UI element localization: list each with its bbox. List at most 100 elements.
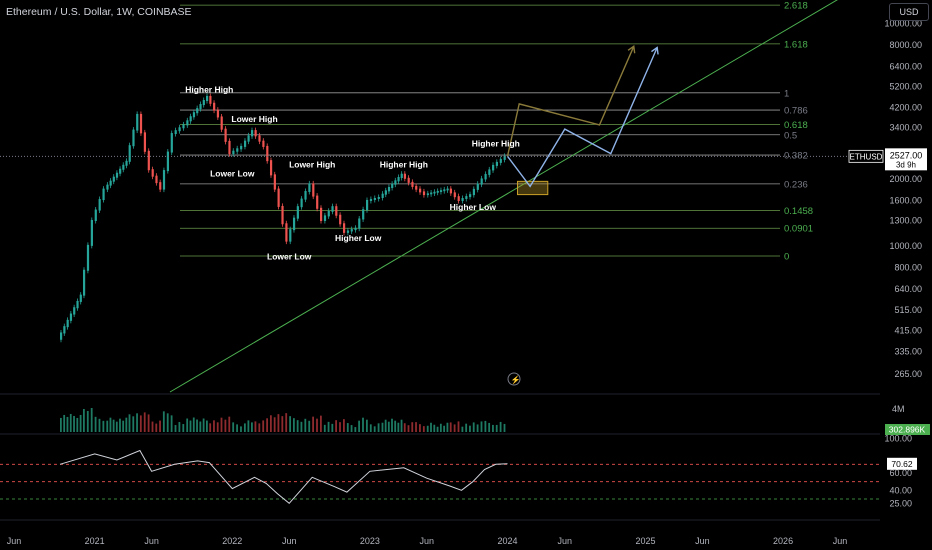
candle-body bbox=[186, 120, 189, 126]
structure-label: Lower High bbox=[289, 160, 335, 170]
volume-bar bbox=[403, 423, 406, 432]
candle-body bbox=[258, 135, 261, 142]
candle-body bbox=[73, 307, 76, 315]
candle-body bbox=[82, 269, 86, 296]
volume-bar bbox=[296, 420, 299, 432]
volume-bar bbox=[331, 423, 334, 432]
candle-body bbox=[335, 206, 338, 216]
candle-body bbox=[327, 210, 330, 217]
volume-bar bbox=[224, 419, 227, 432]
time-tick-label: 2025 bbox=[635, 536, 655, 546]
time-tick-label: 2022 bbox=[222, 536, 242, 546]
volume-bar bbox=[232, 422, 235, 432]
price-tick-label: 3400.00 bbox=[889, 123, 922, 133]
candle-body bbox=[199, 104, 202, 110]
volume-bar bbox=[128, 414, 131, 432]
volume-bars bbox=[59, 407, 506, 432]
volume-bar bbox=[422, 426, 425, 432]
price-tick-label: 415.00 bbox=[894, 326, 922, 336]
candle-body bbox=[98, 199, 101, 211]
structure-label: Higher Low bbox=[450, 202, 497, 212]
volume-bar bbox=[387, 421, 390, 432]
time-tick-label: 2023 bbox=[360, 536, 380, 546]
volume-bar bbox=[384, 419, 387, 432]
price-tick-label: 1000.00 bbox=[889, 241, 922, 251]
volume-bar bbox=[488, 422, 491, 432]
volume-bar bbox=[243, 423, 246, 432]
volume-bar bbox=[122, 420, 125, 432]
annotation-layer: Higher High Lower High Lower Low Lower High… bbox=[185, 84, 521, 386]
price-tick-label: 8000.00 bbox=[889, 40, 922, 50]
candle-body bbox=[369, 198, 373, 201]
rsi-tag bbox=[887, 457, 917, 470]
volume-bar bbox=[346, 423, 349, 432]
volume-bar bbox=[236, 424, 238, 432]
candle-body bbox=[304, 190, 307, 200]
volume-bar bbox=[342, 419, 345, 432]
volume-bar bbox=[115, 421, 118, 432]
candle-body bbox=[419, 188, 422, 193]
volume-bar bbox=[503, 423, 506, 432]
candle-body bbox=[102, 188, 105, 201]
candle-body bbox=[209, 95, 212, 104]
time-tick-label: 2021 bbox=[85, 536, 105, 546]
price-tick-label: 10000.00 bbox=[884, 19, 922, 29]
candle-body bbox=[86, 244, 90, 271]
price-tick-label: 515.00 bbox=[894, 305, 922, 315]
volume-bar bbox=[247, 420, 250, 432]
price-tick-label: 2000.00 bbox=[889, 174, 922, 184]
price-tick-label: 800.00 bbox=[894, 262, 922, 272]
fib-level-label: 0.618 bbox=[784, 120, 808, 131]
volume-bar bbox=[411, 422, 414, 432]
candle-body bbox=[115, 172, 119, 178]
price-tick-label: 265.00 bbox=[894, 369, 922, 379]
candle-body bbox=[269, 160, 273, 176]
volume-bar bbox=[174, 425, 177, 432]
candle-body bbox=[426, 193, 430, 196]
fibonacci-layer: 00.09010.14580.2360.3820.50.6180.78611.6… bbox=[180, 1, 813, 263]
volume-bar bbox=[323, 424, 326, 432]
candle-body bbox=[346, 230, 350, 233]
candle-body bbox=[407, 177, 410, 183]
candle-body bbox=[400, 173, 403, 179]
candle-body bbox=[387, 187, 391, 192]
candle-body bbox=[289, 229, 292, 242]
volume-bar bbox=[484, 420, 487, 432]
volume-bar bbox=[112, 419, 115, 432]
rsi-tick-label: 60.00 bbox=[889, 468, 912, 478]
structure-label: Higher Low bbox=[335, 233, 382, 243]
candle-body bbox=[136, 113, 139, 131]
volume-bar bbox=[285, 413, 288, 432]
candle-body bbox=[308, 183, 311, 192]
volume-bar bbox=[251, 422, 253, 432]
volume-bar bbox=[465, 423, 468, 432]
volume-bar bbox=[407, 425, 410, 432]
candle-body bbox=[439, 190, 443, 192]
volume-bar bbox=[449, 422, 452, 432]
volume-bar bbox=[102, 420, 105, 432]
volume-bar bbox=[189, 420, 192, 432]
time-tick-label: Jun bbox=[144, 536, 159, 546]
volume-bar bbox=[327, 421, 330, 432]
volume-bar bbox=[369, 424, 372, 432]
volume-bar bbox=[350, 425, 353, 432]
volume-bar bbox=[426, 425, 429, 432]
volume-bar bbox=[106, 420, 109, 432]
currency-button[interactable]: USD bbox=[889, 3, 929, 21]
volume-bar bbox=[159, 420, 161, 432]
projection-olive-arrowhead bbox=[627, 45, 636, 54]
volume-bar bbox=[90, 407, 93, 432]
volume-bar bbox=[76, 417, 79, 432]
volume-bar bbox=[277, 414, 280, 432]
candle-body bbox=[362, 209, 365, 220]
time-tick-label: 2026 bbox=[773, 536, 793, 546]
volume-bar bbox=[119, 418, 121, 432]
volume-bar bbox=[220, 417, 223, 432]
candle-body bbox=[285, 223, 288, 242]
time-tick-label: Jun bbox=[833, 536, 848, 546]
candle-body bbox=[251, 130, 254, 137]
fib-level-label: 1 bbox=[784, 88, 789, 99]
candle-body bbox=[465, 196, 468, 200]
rsi-tag-value: 70.62 bbox=[891, 459, 913, 469]
